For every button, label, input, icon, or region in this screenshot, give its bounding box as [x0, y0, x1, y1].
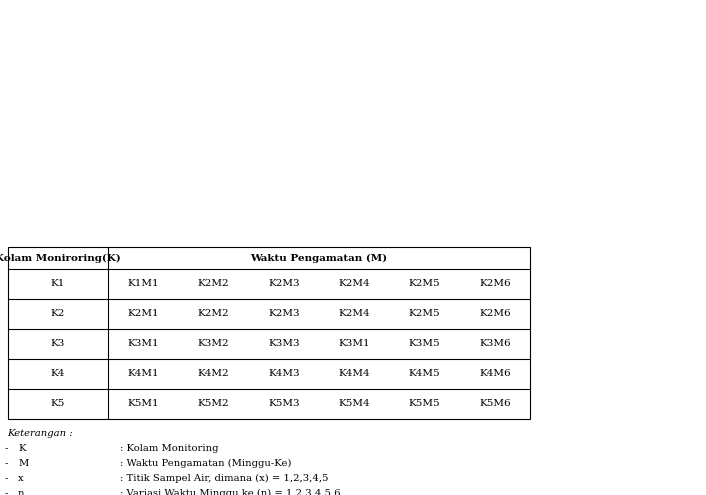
Bar [8, 247, 530, 419]
Text: -: - [5, 444, 8, 453]
Text: : Waktu Pengamatan (Minggu-Ke): : Waktu Pengamatan (Minggu-Ke) [120, 459, 292, 468]
Text: : Titik Sampel Air, dimana (x) = 1,2,3,4,5: : Titik Sampel Air, dimana (x) = 1,2,3,4… [120, 474, 328, 483]
Text: K2M3: K2M3 [268, 280, 299, 289]
Text: K5: K5 [51, 399, 65, 408]
Text: K1: K1 [51, 280, 65, 289]
Text: K4: K4 [51, 369, 65, 379]
Text: : Kolam Monitoring: : Kolam Monitoring [120, 444, 218, 453]
Text: K5M1: K5M1 [127, 399, 159, 408]
Text: K2M4: K2M4 [338, 280, 370, 289]
Text: K2M2: K2M2 [198, 309, 229, 318]
Text: K4M4: K4M4 [338, 369, 370, 379]
Text: K3M5: K3M5 [409, 340, 441, 348]
Text: K5M6: K5M6 [479, 399, 510, 408]
Text: K3M3: K3M3 [268, 340, 299, 348]
Text: K2M5: K2M5 [409, 309, 441, 318]
Text: K1M1: K1M1 [127, 280, 159, 289]
Text: K: K [18, 444, 25, 453]
Text: -: - [5, 459, 8, 468]
Text: K5M5: K5M5 [409, 399, 441, 408]
Text: : Variasi Waktu Minggu ke (n) = 1,2,3,4,5,6: : Variasi Waktu Minggu ke (n) = 1,2,3,4,… [120, 489, 340, 495]
Text: K2M6: K2M6 [479, 309, 510, 318]
Text: K2M3: K2M3 [268, 309, 299, 318]
Text: Keterangan :: Keterangan : [7, 429, 73, 438]
Text: K4M5: K4M5 [409, 369, 441, 379]
Text: K5M3: K5M3 [268, 399, 299, 408]
Text: -: - [5, 489, 8, 495]
Text: x: x [18, 474, 23, 483]
Text: n: n [18, 489, 25, 495]
Text: -: - [5, 474, 8, 483]
Text: K4M3: K4M3 [268, 369, 299, 379]
Text: M: M [18, 459, 28, 468]
Text: K3: K3 [51, 340, 65, 348]
Text: K2M6: K2M6 [479, 280, 510, 289]
Text: Kolam Moniroring(K): Kolam Moniroring(K) [0, 253, 121, 262]
Text: K4M1: K4M1 [127, 369, 159, 379]
Text: K2M4: K2M4 [338, 309, 370, 318]
Text: K4M2: K4M2 [198, 369, 229, 379]
Text: K2: K2 [51, 309, 65, 318]
Text: K2M1: K2M1 [127, 309, 159, 318]
Text: K3M1: K3M1 [127, 340, 159, 348]
Text: K3M2: K3M2 [198, 340, 229, 348]
Text: K4M6: K4M6 [479, 369, 510, 379]
Text: Waktu Pengamatan (M): Waktu Pengamatan (M) [251, 253, 388, 262]
Text: K3M1: K3M1 [338, 340, 370, 348]
Text: K2M2: K2M2 [198, 280, 229, 289]
Text: K3M6: K3M6 [479, 340, 510, 348]
Text: K5M4: K5M4 [338, 399, 370, 408]
Text: K2M5: K2M5 [409, 280, 441, 289]
Text: K5M2: K5M2 [198, 399, 229, 408]
